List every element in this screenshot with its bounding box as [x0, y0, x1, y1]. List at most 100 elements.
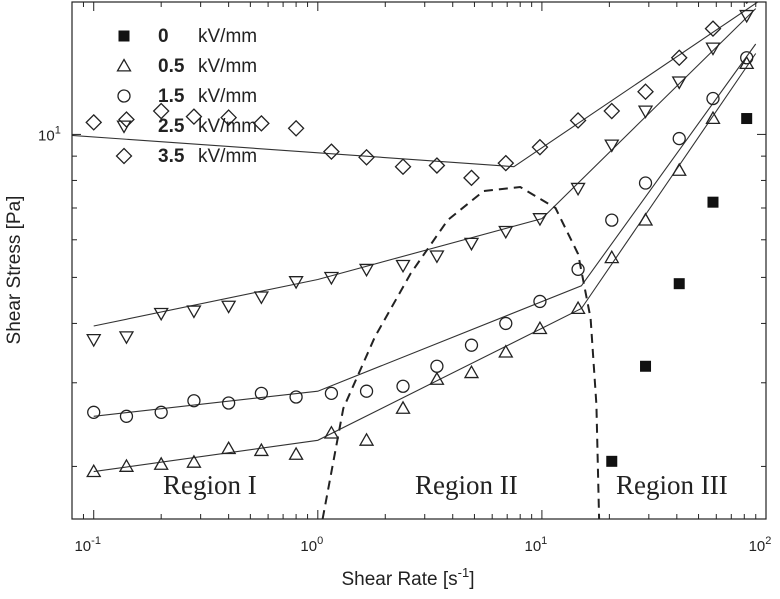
point-3-5-15: [603, 102, 621, 120]
point-0-5-10: [429, 371, 445, 385]
point-0-1: [640, 360, 652, 372]
point-3-5-11: [463, 169, 480, 187]
point-0-5-0: [86, 463, 102, 478]
point-2-5-4: [221, 300, 237, 314]
point-3-5-9: [394, 158, 412, 176]
point-2-5-1: [118, 331, 135, 345]
x-tick-label-exp: -1: [91, 535, 101, 547]
point-0-0: [606, 455, 618, 467]
point-1-5-15: [605, 213, 619, 227]
x-tick-label-exp: 0: [317, 535, 323, 547]
point-3-5-5: [252, 114, 270, 132]
y-tick-label-base: 10: [38, 127, 55, 144]
point-2-5-0: [86, 333, 102, 348]
x-axis-label-close: ]: [469, 569, 474, 590]
point-1-5-1: [119, 409, 134, 423]
point-1-5-19: [740, 51, 754, 65]
x-tick-label-exp: 1: [541, 535, 547, 547]
x-tick-label-3: 102: [749, 535, 772, 555]
y-tick-label-exp: 1: [55, 124, 61, 136]
point-3-5-17: [670, 49, 688, 67]
x-tick-label-base: 10: [749, 538, 766, 555]
legend-label-2-5: 2.5 kV/mm: [158, 116, 257, 137]
point-2-5-19: [739, 9, 755, 24]
point-2-5-8: [358, 263, 375, 278]
point-3-5-8: [358, 148, 375, 166]
point-3-5-14: [569, 112, 587, 129]
point-2-5-5: [253, 291, 270, 305]
point-2-5-2: [153, 307, 169, 322]
point-1-5-12: [499, 316, 513, 331]
point-0-5-15: [604, 249, 620, 264]
point-1-5-8: [359, 384, 374, 398]
point-0-5-11: [463, 364, 480, 379]
plot-content: [72, 2, 759, 519]
x-tick-label-exp: 2: [765, 535, 771, 547]
point-1-5-3: [187, 394, 201, 408]
point-1-5-9: [396, 379, 410, 393]
x-tick-label-0: 10-1: [74, 535, 100, 555]
point-2-5-11: [463, 237, 480, 252]
point-3-5-16: [637, 83, 654, 101]
legend-unit: kV/mm: [198, 26, 257, 47]
point-2-5-6: [288, 276, 304, 290]
point-1-5-10: [430, 359, 444, 373]
point-3-5-7: [322, 143, 340, 161]
point-0-5-3: [186, 454, 202, 468]
point-1-5-2: [154, 405, 168, 419]
point-3-5-13: [531, 138, 549, 156]
region-label-3: Region III: [616, 470, 728, 500]
point-1-5-0: [87, 405, 101, 419]
plot-frame: [71, 1, 767, 520]
point-2-5-18: [705, 42, 721, 56]
point-1-5-7: [324, 386, 339, 401]
legend-label-0-5: 0.5 kV/mm: [158, 56, 257, 77]
point-2-5-17: [671, 76, 687, 90]
plot-layer: Region I Region II Region III: [72, 2, 759, 519]
point-1-5-11: [464, 338, 479, 352]
point-1-5-14: [571, 262, 585, 276]
x-tick-label-base: 10: [300, 538, 317, 555]
y-axis-label: Shear Stress [Pa]: [4, 196, 25, 345]
point-2-5-13: [532, 213, 548, 227]
point-0-5-13: [532, 320, 548, 335]
point-2-5-16: [637, 105, 654, 119]
point-3-5-2: [152, 102, 170, 120]
point-1-5-6: [289, 390, 303, 404]
x-tick-label-2: 101: [524, 535, 547, 555]
point-0-5-7: [323, 425, 340, 439]
legend-marker-1-5: [117, 89, 131, 103]
point-3-5-1: [118, 111, 135, 128]
point-2-5-15: [604, 139, 620, 153]
fit-line-1-5: [93, 43, 757, 417]
point-3-5-3: [185, 108, 203, 126]
legend-marker-0-5: [116, 58, 132, 72]
point-2-5-12: [498, 225, 514, 240]
point-0-5-8: [358, 432, 375, 446]
point-0-5-2: [153, 456, 169, 470]
legend-value: 1.5: [158, 86, 185, 107]
legend-value: 2.5: [158, 116, 185, 137]
legend-marker-2-5: [116, 120, 132, 134]
point-0-4: [741, 113, 753, 125]
point-0-5-9: [395, 400, 411, 414]
x-tick-label-1: 100: [300, 535, 323, 555]
x-axis-label-sup: -1: [458, 565, 470, 580]
point-2-5-7: [323, 271, 340, 286]
y-tick-label-0: 101: [38, 124, 61, 144]
point-3-5-0: [85, 113, 103, 131]
legend-unit: kV/mm: [198, 86, 257, 107]
point-0-5-6: [288, 446, 304, 460]
legend-unit: kV/mm: [198, 56, 257, 77]
point-3-5-10: [428, 157, 446, 174]
point-0-5-12: [498, 344, 514, 358]
point-1-5-17: [672, 131, 686, 146]
point-2-5-14: [570, 182, 586, 197]
point-1-5-13: [533, 294, 547, 309]
point-1-5-18: [706, 91, 720, 106]
region-label-1: Region I: [163, 470, 257, 500]
x-tick-label-base: 10: [524, 538, 541, 555]
point-3-5-6: [287, 119, 305, 137]
